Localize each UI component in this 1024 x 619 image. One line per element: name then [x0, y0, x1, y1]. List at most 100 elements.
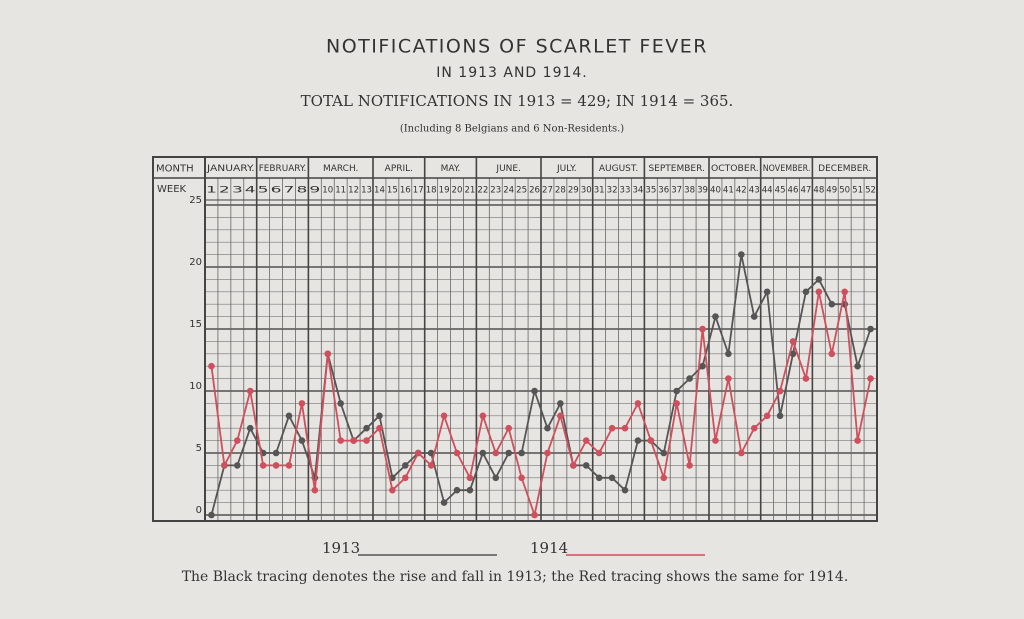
point [686, 375, 693, 382]
point [466, 474, 474, 482]
point [867, 375, 874, 382]
week-label: 51 [852, 186, 863, 196]
point [453, 449, 461, 457]
row-label: WEEK [157, 184, 187, 195]
week-label: 42 [736, 186, 747, 196]
point [492, 449, 500, 457]
point [427, 462, 435, 469]
point [402, 462, 409, 469]
y-tick-label: 20 [189, 257, 202, 268]
point [363, 424, 370, 432]
point [789, 350, 797, 358]
point [686, 462, 693, 469]
point [828, 300, 836, 308]
legend-label: 1913 [322, 539, 360, 557]
y-tick-label: 15 [189, 319, 202, 330]
point [673, 387, 680, 395]
point [647, 437, 655, 444]
point [841, 288, 848, 296]
month-label: JANUARY. [206, 164, 255, 174]
week-label: 36 [658, 186, 669, 196]
week-label: 4 [245, 186, 256, 196]
month-label: MAY. [441, 164, 461, 174]
week-label: 5 [258, 186, 269, 196]
point [699, 362, 706, 370]
point [479, 412, 487, 420]
point [376, 424, 383, 432]
point [828, 350, 836, 358]
week-label: 49 [826, 186, 837, 196]
week-label: 21 [464, 186, 475, 196]
point [208, 362, 215, 370]
week-label: 33 [620, 186, 631, 196]
point [802, 375, 810, 382]
point [738, 449, 745, 457]
week-label: 19 [439, 186, 450, 196]
row-label: MONTH [156, 164, 194, 175]
point [544, 449, 551, 457]
week-label: 31 [594, 186, 605, 196]
week-label: 47 [800, 186, 811, 196]
week-label: 15 [387, 186, 398, 196]
week-label: 3 [232, 186, 243, 196]
point [763, 412, 771, 420]
week-label: 44 [762, 186, 773, 196]
point [867, 325, 874, 333]
point [376, 412, 383, 420]
note: (Including 8 Belgians and 6 Non-Resident… [400, 124, 624, 135]
point [634, 400, 642, 407]
point [712, 437, 719, 444]
point [531, 387, 538, 395]
point [479, 449, 487, 457]
point [492, 474, 500, 482]
point [259, 462, 267, 469]
point [350, 437, 357, 444]
y-tick-label: 5 [196, 443, 202, 454]
week-label: 50 [839, 186, 850, 196]
week-label: 24 [503, 186, 514, 196]
point [750, 424, 758, 432]
week-label: 1 [206, 186, 217, 196]
chart-subtitle: IN 1913 AND 1914. [436, 65, 588, 81]
week-label: 34 [632, 186, 643, 196]
caption: The Black tracing denotes the rise and f… [182, 569, 849, 585]
point [337, 400, 344, 407]
point [595, 449, 603, 457]
point [285, 462, 293, 469]
point [389, 486, 396, 494]
month-label: JUNE. [495, 164, 521, 174]
month-label: MARCH. [323, 164, 358, 174]
frame [152, 156, 878, 522]
point [440, 412, 448, 420]
point [608, 424, 616, 432]
month-label: APRIL. [385, 164, 413, 174]
week-label: 35 [645, 186, 656, 196]
point [221, 462, 228, 469]
week-label: 8 [296, 186, 307, 196]
point [621, 424, 629, 432]
point [802, 288, 810, 296]
point [557, 412, 564, 420]
point [750, 313, 758, 320]
point [466, 486, 474, 494]
point [505, 449, 512, 457]
point [440, 499, 448, 506]
point [815, 288, 823, 296]
month-label: DECEMBER. [818, 164, 871, 174]
series-line [210, 291, 872, 519]
point [453, 486, 461, 494]
week-label: 11 [335, 186, 346, 196]
point [763, 288, 771, 296]
week-label: 17 [413, 186, 424, 196]
point [712, 313, 719, 320]
point [544, 424, 551, 432]
week-label: 12 [348, 186, 359, 196]
month-label: AUGUST. [599, 164, 638, 174]
point [776, 387, 784, 395]
point [699, 325, 706, 333]
point [660, 449, 668, 457]
week-label: 10 [322, 186, 333, 196]
week-label: 38 [684, 186, 695, 196]
point [298, 400, 306, 407]
